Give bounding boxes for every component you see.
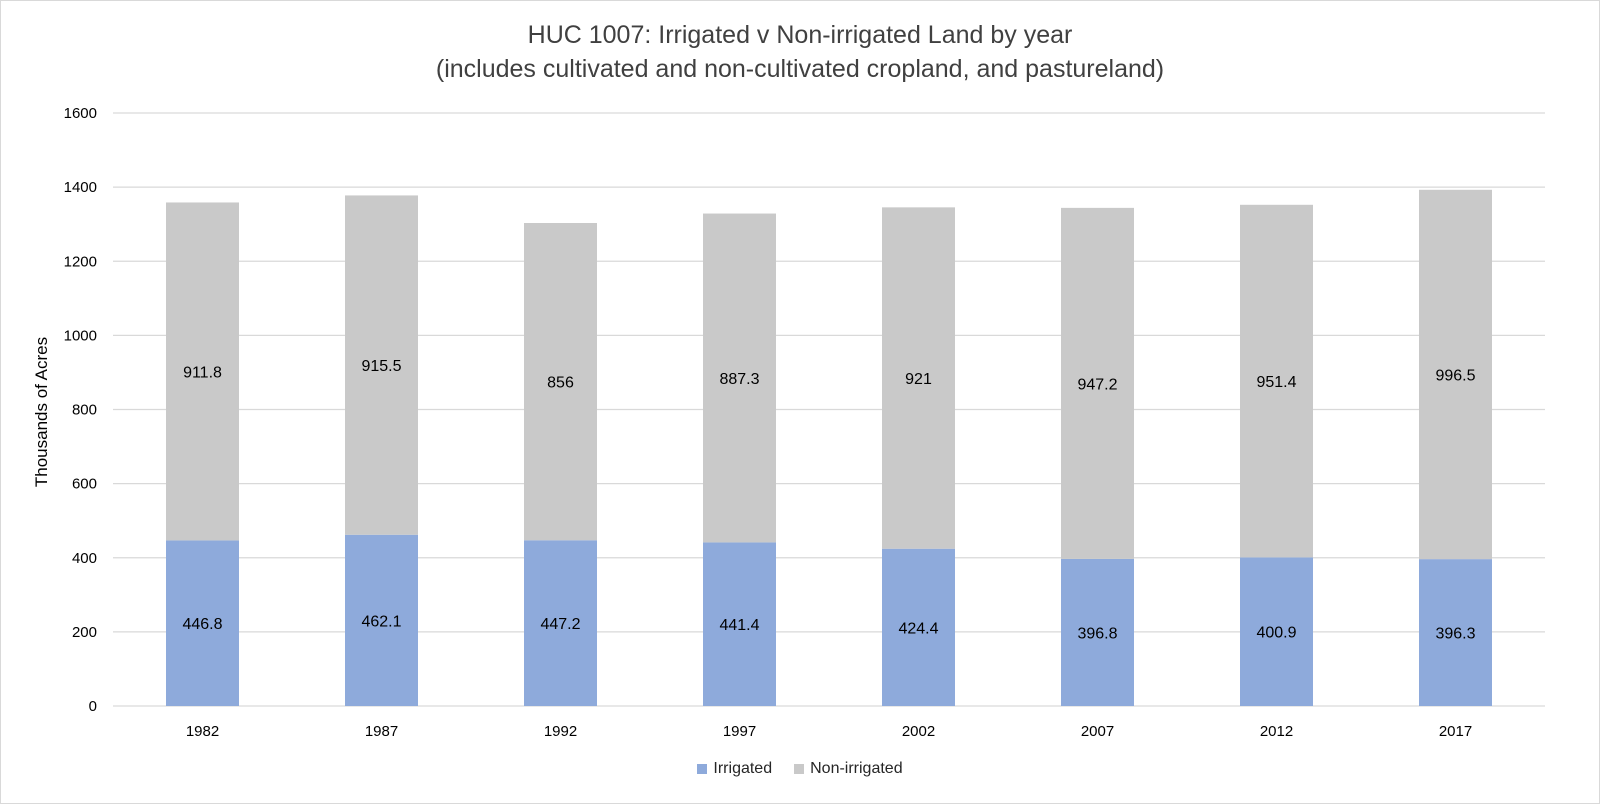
bar-non-irrigated-2002 (882, 207, 955, 549)
x-tick-label: 2012 (1260, 723, 1293, 740)
bar-non-irrigated-1987 (345, 195, 418, 535)
data-label: 447.2 (540, 616, 580, 633)
y-tick-label: 200 (72, 624, 97, 641)
x-tick-label: 1992 (544, 723, 577, 740)
chart-title-line-2: (includes cultivated and non-cultivated … (435, 55, 1165, 83)
y-tick-label: 1200 (64, 253, 97, 270)
bar-irrigated-2007 (1061, 558, 1134, 706)
legend-swatch (697, 764, 708, 774)
bar-non-irrigated-1982 (166, 202, 239, 541)
legend-item-irrigated: Irrigated (697, 760, 772, 778)
data-label: 446.8 (182, 616, 222, 633)
data-label: 400.9 (1256, 625, 1296, 642)
axis-ticks: 0 200 400 600 800 1000 1200 1400 1600 1982 1987 199… (64, 105, 1473, 740)
x-tick-label: 2002 (902, 723, 935, 740)
data-label: 856 (547, 375, 574, 392)
legend: Irrigated Non-irrigated (0, 760, 1600, 778)
bar-irrigated-2017 (1419, 559, 1492, 706)
y-tick-label: 1600 (64, 105, 97, 122)
y-tick-label: 600 (72, 476, 97, 493)
data-label: 441.4 (719, 617, 759, 634)
x-tick-label: 1987 (365, 723, 398, 740)
bar-irrigated-2002 (882, 548, 955, 706)
y-tick-label: 1400 (64, 179, 97, 196)
data-label: 396.3 (1435, 626, 1475, 643)
x-tick-label: 1997 (723, 723, 756, 740)
legend-label: Irrigated (713, 760, 773, 777)
data-label: 921 (905, 371, 932, 388)
y-tick-label: 800 (72, 402, 97, 419)
data-label: 424.4 (898, 620, 938, 637)
bar-non-irrigated-2012 (1240, 204, 1313, 558)
data-label: 996.5 (1435, 367, 1475, 384)
bar-non-irrigated-1997 (703, 213, 776, 543)
bar-non-irrigated-2007 (1061, 207, 1134, 559)
bar-non-irrigated-2017 (1419, 189, 1492, 560)
data-label: 396.8 (1077, 625, 1117, 642)
data-label: 951.4 (1256, 374, 1296, 391)
bar-irrigated-1997 (703, 542, 776, 706)
x-tick-label: 2007 (1081, 723, 1114, 740)
x-tick-label: 2017 (1439, 723, 1472, 740)
legend-label: Non-irrigated (810, 760, 903, 777)
gridlines (113, 112, 1545, 707)
data-label: 915.5 (361, 358, 401, 375)
y-tick-label: 1000 (64, 327, 97, 344)
chart-title: HUC 1007: Irrigated v Non-irrigated Land… (0, 18, 1600, 86)
x-tick-label: 1982 (186, 723, 219, 740)
data-label: 947.2 (1077, 376, 1117, 393)
bar-irrigated-1992 (524, 540, 597, 706)
legend-swatch (794, 764, 805, 774)
data-label: 887.3 (719, 371, 759, 388)
bar-irrigated-2012 (1240, 557, 1313, 706)
data-label: 911.8 (183, 364, 222, 381)
y-axis-label: Thousands of Acres (32, 337, 51, 487)
bars: 446.8 911.8 462.1 915.5 447.2 856 441.4 887.3 42… (166, 189, 1492, 706)
y-tick-label: 400 (72, 550, 97, 567)
y-tick-label: 0 (89, 698, 97, 715)
bar-irrigated-1982 (166, 540, 239, 706)
chart-title-line-1: HUC 1007: Irrigated v Non-irrigated Land… (527, 21, 1073, 49)
bar-irrigated-1987 (345, 534, 418, 706)
data-label: 462.1 (361, 613, 401, 630)
bar-non-irrigated-1992 (524, 223, 597, 541)
legend-item-non-irrigated: Non-irrigated (794, 760, 903, 778)
